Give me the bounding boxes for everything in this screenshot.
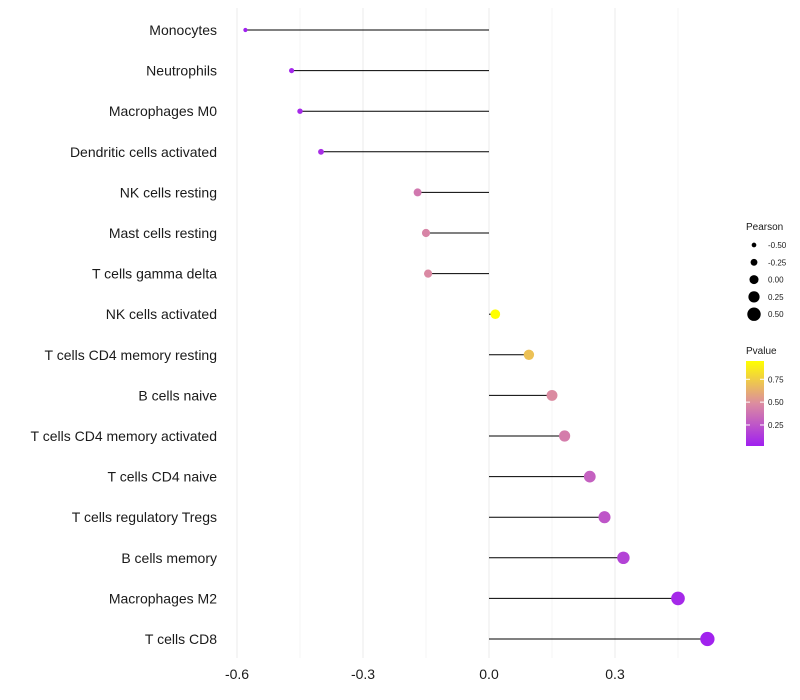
legend-size-label: 0.00: [768, 276, 784, 285]
y-tick-label: Dendritic cells activated: [70, 144, 217, 160]
lollipop-point: [546, 389, 558, 401]
lollipop-point: [413, 188, 422, 197]
grid-layer: [236, 8, 679, 658]
y-tick-label: Mast cells resting: [109, 225, 217, 241]
lollipop-point: [559, 430, 571, 442]
lollipop-point: [424, 269, 433, 278]
legend-colorbar-label: 0.75: [768, 375, 784, 384]
legend-size-key: [749, 275, 759, 285]
legend-size-label: 0.50: [768, 310, 784, 319]
lollipop-point: [289, 68, 295, 74]
lollipop-point: [490, 309, 501, 320]
point-layer: [243, 27, 715, 647]
x-axis-ticks: -0.6 -0.3 0.0 0.3: [225, 666, 625, 682]
x-tick-label: 0.3: [605, 666, 625, 682]
x-tick-label: -0.6: [225, 666, 249, 682]
lollipop-point: [421, 228, 431, 238]
legend-colorbar-label: 0.25: [768, 421, 784, 430]
legend-size-key: [751, 242, 757, 248]
y-tick-label: T cells regulatory Tregs: [72, 509, 217, 525]
lollipop-point: [700, 631, 715, 647]
y-tick-label: T cells CD4 memory activated: [31, 428, 217, 444]
legend-pvalue-title: Pvalue: [746, 346, 777, 357]
y-tick-label: Monocytes: [149, 22, 217, 38]
lollipop-point: [243, 27, 248, 33]
y-tick-label: T cells CD4 naive: [108, 469, 218, 485]
y-tick-label: Neutrophils: [146, 63, 217, 79]
legend-size-label: -0.50: [768, 241, 787, 250]
legend-pvalue: Pvalue 0.75 0.50 0.25: [746, 346, 784, 446]
y-tick-label: T cells CD4 memory resting: [45, 347, 217, 363]
y-axis-labels: Monocytes Neutrophils Macrophages M0 Dendri…: [31, 22, 218, 647]
y-tick-label: NK cells activated: [106, 306, 217, 322]
legend-size-key: [748, 291, 760, 303]
legend-size-key: [750, 258, 758, 266]
y-tick-label: Macrophages M2: [109, 590, 217, 606]
legend-colorbar: [746, 361, 764, 446]
lollipop-point: [617, 551, 630, 565]
lollipop-point: [297, 108, 303, 114]
lollipop-point: [598, 511, 611, 524]
lollipop-point: [523, 349, 535, 360]
y-tick-label: B cells naive: [138, 387, 217, 403]
x-tick-label: -0.3: [351, 666, 375, 682]
y-tick-label: T cells gamma delta: [92, 266, 217, 282]
y-tick-label: B cells memory: [121, 550, 217, 566]
legend-size-key: [747, 307, 761, 321]
legend-pearson-title: Pearson: [746, 222, 783, 233]
x-tick-label: 0.0: [479, 666, 499, 682]
legend-colorbar-label: 0.50: [768, 398, 784, 407]
y-tick-label: T cells CD8: [145, 631, 217, 647]
lollipop-point: [583, 470, 596, 483]
lollipop-point: [318, 148, 324, 155]
legend-size-label: -0.25: [768, 258, 787, 267]
legend-pearson: Pearson -0.50 -0.25 0.00 0.25 0.50: [746, 222, 787, 321]
legend-size-label: 0.25: [768, 293, 784, 302]
y-tick-label: NK cells resting: [120, 184, 217, 200]
lollipop-point: [671, 591, 685, 606]
stem-layer: [245, 29, 708, 640]
y-tick-label: Macrophages M0: [109, 103, 217, 119]
